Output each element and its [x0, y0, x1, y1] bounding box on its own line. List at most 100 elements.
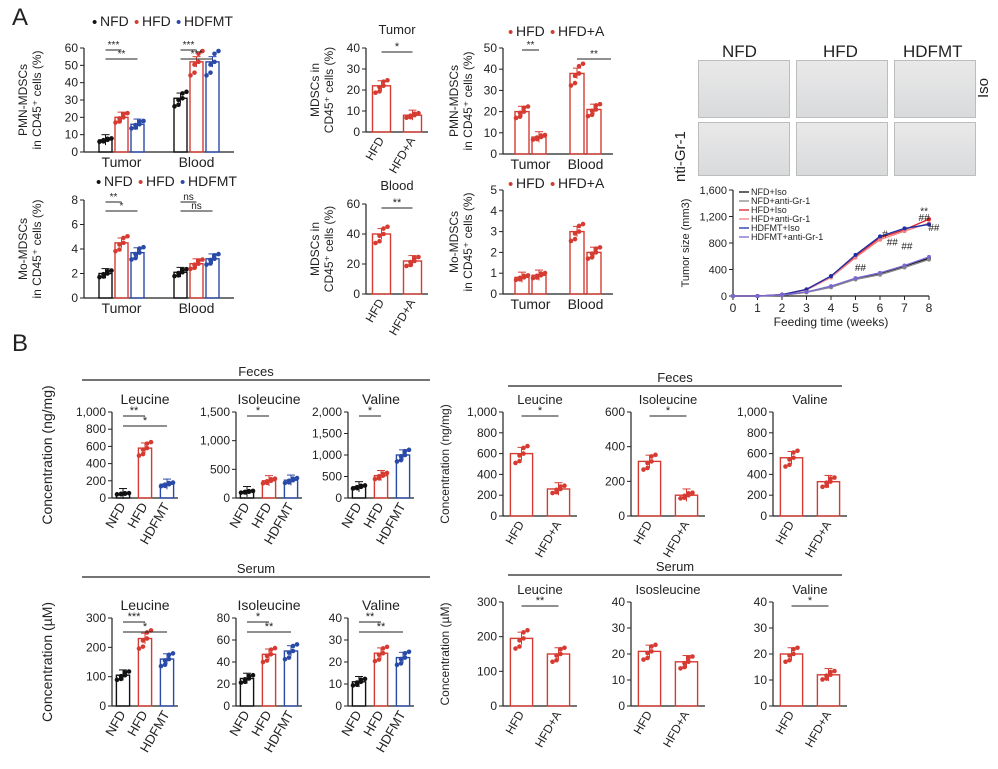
tumor_growth-pt-2-8 [927, 217, 931, 222]
mo_groups-bar-1-0-dot-4 [180, 269, 185, 275]
feces_leu-bar-1-dot-0 [136, 453, 142, 458]
mdsc_blood-bar-0-dot-0 [373, 240, 378, 246]
feces_leu-bar-1-dot-2 [144, 441, 150, 446]
pmn_groups-bar-1-1-dot-0 [188, 73, 193, 78]
mdsc_blood-ytick-label-3: 60 [347, 197, 361, 211]
pmn_groups-bar-1-0-dot-0 [172, 104, 177, 109]
mdsc_tumor-ylabel-0: MDSCs in [308, 63, 322, 117]
mo_hfda-ytick-label-5: 5 [490, 183, 497, 197]
feces_ile-xlabel-0: NFD [226, 500, 252, 531]
tumor_growth-legend-5: HDFMT+anti-Gr-1 [751, 232, 823, 242]
mo_groups-bar-1-1-dot-0 [188, 266, 193, 272]
mo_groups-ytick-label-2: 4 [71, 242, 78, 256]
serum_ile_a-bar-0-dot-4 [649, 649, 654, 654]
pmn_groups-bar-0-0-dot-0 [97, 139, 102, 144]
mo_groups-ytick-label-4: 8 [71, 193, 78, 207]
pmn_hfda-sig-0: ** [527, 40, 535, 51]
pmn_groups-bar-1-2-dot-0 [204, 73, 209, 78]
pmn_hfda-legend-marker-1: • [550, 24, 555, 41]
tumor_growth-legend-0: NFD+Iso [751, 187, 787, 197]
mo_hfda-ytick-label-2: 2 [490, 245, 497, 259]
serum_val-bar-0-dot-4 [358, 679, 364, 685]
serum_leu-title: Leucine [120, 597, 169, 613]
pmn_hfda-bar-1-0-dot-0 [568, 83, 574, 88]
serum_leu-ytick-label-0: 0 [99, 699, 106, 713]
serum_val-bar-2-dot-1 [398, 656, 404, 662]
serum_ile-title: Isoleucine [237, 597, 300, 613]
serum_ile_a-bar-0-dot-2 [649, 644, 654, 649]
mo_hfda-bar-0-1-dot-3 [534, 275, 540, 280]
pmn_groups-legend-marker-2: • [176, 14, 181, 31]
pmn_groups-ytick-label-6: 60 [65, 41, 79, 55]
tumor_growth-xtick-label-7: 7 [901, 301, 908, 315]
mdsc_tumor-bar-1-dot-0 [404, 115, 409, 121]
serum_leu_a-bar-0-dot-5 [525, 627, 530, 633]
tumor_growth-pt-5-5 [853, 276, 858, 281]
mo_groups-ytick-label-1: 2 [71, 267, 78, 281]
feces_leu_a-ytick-label-0: 0 [490, 509, 497, 523]
mdsc_blood-ylabel-1: CD45⁺ cells (%) [322, 206, 336, 292]
pmn_hfda-ylabel-0: PMN-MDSCs [447, 65, 461, 137]
feces_leu_a-xlabel-0: HFD [503, 518, 528, 547]
mo_groups-sig-2: ns [183, 192, 194, 203]
feces_val-bar-2-dot-1 [398, 453, 404, 459]
mdsc_blood-bar-0-dot-4 [381, 231, 386, 237]
mo_hfda-bar-0-0-dot-5 [525, 273, 531, 278]
feces_ile-bar-1-dot-3 [264, 480, 270, 486]
feces_leu_a-ytick-label-3: 600 [477, 447, 497, 461]
mdsc_tumor-ytick-label-0: 0 [353, 125, 360, 139]
serum_ile_a-xlabel-1: HFD+A [660, 709, 692, 750]
feces_ile-ytick-label-3: 1,500 [200, 405, 230, 419]
feces_ile_a-bar-0-dot-4 [649, 459, 654, 464]
mo_groups-bar-1-2-dot-1 [208, 257, 213, 263]
mo_groups-sig-0: ** [110, 192, 118, 203]
serum_leu_a-xlabel-1: HFD+A [532, 709, 564, 750]
serum_ile_a-ytick-label-4: 40 [612, 595, 626, 609]
feces_val-sig-0: * [368, 405, 373, 417]
feces_val-bar-0-dot-5 [362, 483, 368, 488]
panel-label-a: A [12, 4, 29, 31]
feces_leu_a-bar-1-dot-5 [562, 483, 567, 489]
serum_val-bar-1-dot-1 [376, 652, 382, 658]
pmn_groups-bar-0-1-dot-4 [121, 115, 126, 120]
serum_leu-bar-0-dot-3 [118, 676, 124, 682]
panel-label-b: B [12, 330, 29, 357]
serum_val_a-ytick-label-3: 30 [754, 621, 768, 635]
serum_val-bar-1-dot-0 [372, 658, 378, 664]
pmn_groups-bar-0-2-dot-3 [133, 125, 138, 130]
serum_leu-bar-1-dot-1 [140, 638, 146, 643]
serum_leu_a-bar-1-dot-5 [562, 645, 567, 651]
serum_val-sig-0: ** [366, 611, 375, 623]
mo_groups-bar-0-1-dot-0 [113, 248, 118, 254]
pmn_hfda-xlabel-0: Tumor [511, 156, 551, 172]
feces_ile-ytick-label-1: 500 [210, 462, 230, 476]
serum_ile-xlabel-0: NFD [226, 708, 252, 739]
pmn_hfda-bar-0-0-dot-5 [525, 104, 531, 109]
feces_ile_a-bar-1-dot-3 [682, 495, 687, 500]
feces_leu-bar-2-dot-5 [170, 480, 176, 485]
tumor_growth-sig-6: ## [855, 263, 867, 274]
pmn_hfda-ytick-label-0: 0 [490, 147, 497, 161]
pmn_groups-bar-1-0-dot-4 [180, 95, 185, 101]
tumor-photo-gr1-hfd [796, 122, 888, 176]
mo_hfda-ylabel-0: Mo-MDSCs [447, 211, 461, 273]
serum_leu_a-bar-1-dot-0 [550, 659, 555, 665]
serum_ile_a-title: Isosleucine [635, 582, 700, 597]
feces_val_a-ytick-label-2: 400 [747, 467, 767, 481]
serum_ile-sig-0: * [256, 611, 261, 623]
tumor_growth-ylabel-0: Tumor size (mm3) [680, 199, 692, 288]
mdsc_blood-bar-1-dot-5 [416, 254, 421, 260]
feces_leu-ytick-label-0: 0 [99, 491, 106, 505]
tumor_growth-legend-1: NFD+anti-Gr-1 [751, 196, 810, 206]
tumor_growth-xlabel: Feeding time (weeks) [774, 315, 889, 329]
pmn_groups-ytick-label-2: 20 [65, 110, 79, 124]
pmn_hfda-bar-0-1-dot-4 [538, 134, 544, 140]
feces_ile-bar-2-dot-0 [282, 480, 288, 486]
pmn_hfda-bar-0-1-dot-3 [534, 136, 540, 142]
serum_ile_a-bar-1-dot-5 [690, 654, 695, 659]
mdsc_tumor-bar-0-dot-2 [381, 79, 386, 84]
serum_leu_a-xlabel-0: HFD [503, 708, 528, 737]
pmn_groups-bar-1-0-dot-3 [176, 102, 181, 108]
tumor-photo-gr1-nfd [698, 122, 790, 176]
serum_val-ytick-label-3: 30 [329, 633, 343, 647]
